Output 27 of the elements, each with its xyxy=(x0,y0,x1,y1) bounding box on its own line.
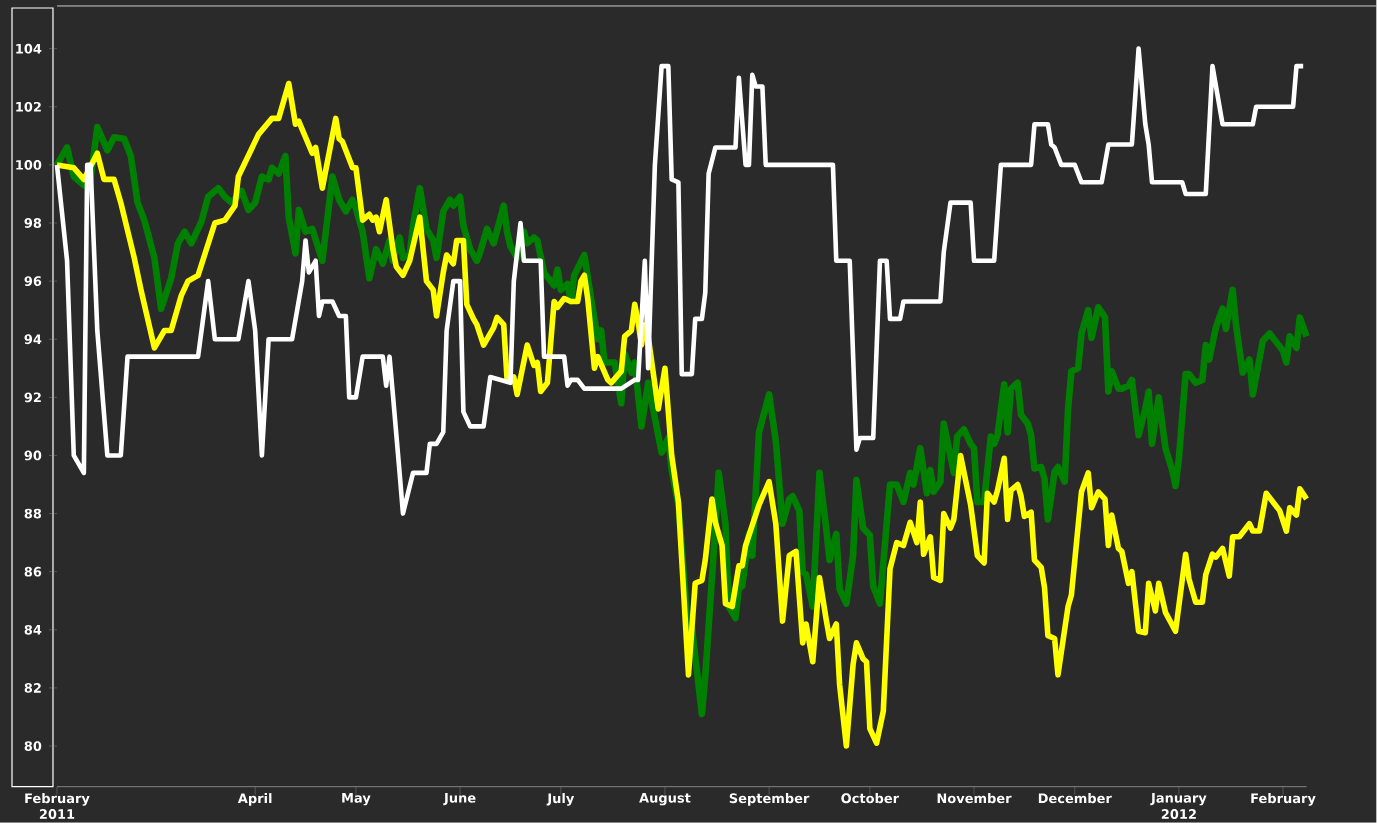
y-tick-label: 86 xyxy=(24,566,42,577)
x-tick-label: November xyxy=(937,793,1012,804)
y-tick-label: 98 xyxy=(24,218,42,229)
x-tick-label: September xyxy=(729,793,810,806)
y-tick-label: 94 xyxy=(24,334,42,345)
y-tick-label: 88 xyxy=(24,508,42,519)
x-tick-label: August xyxy=(639,793,691,806)
y-tick-label: 104 xyxy=(16,43,42,54)
y-tick-label: 100 xyxy=(16,160,42,170)
y-tick-label: 80 xyxy=(24,741,42,752)
y-tick-label: 102 xyxy=(16,102,41,112)
x-tick-label: December xyxy=(1038,793,1112,804)
y-tick-label: 82 xyxy=(24,683,41,693)
y-tick-label: 84 xyxy=(24,625,42,635)
y-tick-label: 96 xyxy=(24,276,42,287)
y-tick-label: 92 xyxy=(24,392,41,403)
x-tick-label: May xyxy=(342,793,371,806)
text: 2012 xyxy=(1161,809,1196,820)
x-tick-label: October xyxy=(841,793,900,804)
x-tick-label: April xyxy=(237,793,272,806)
y-tick-label: 90 xyxy=(24,450,42,461)
x-tick-label: February xyxy=(1251,793,1316,806)
x-tick-label: June xyxy=(443,793,476,806)
x-tick-label: January xyxy=(1150,793,1207,806)
x-tick-label: February xyxy=(25,793,90,806)
text: 2011 xyxy=(39,809,75,820)
x-tick-label: July xyxy=(546,793,575,806)
